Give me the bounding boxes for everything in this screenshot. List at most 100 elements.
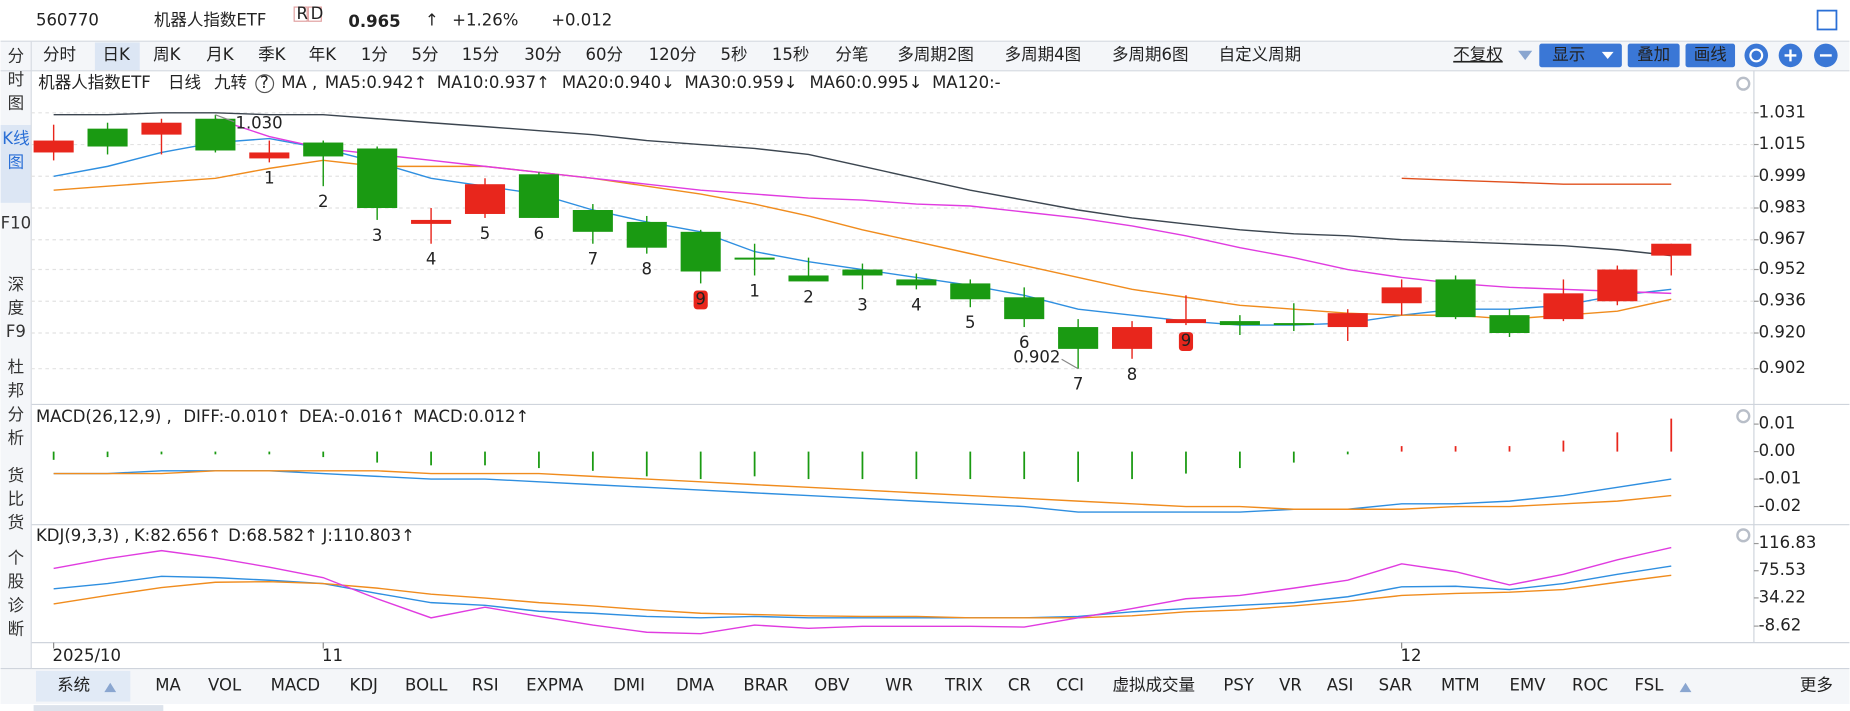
kdj-line <box>53 574 1672 619</box>
legend-item: MA20:0.940↓ <box>562 73 675 92</box>
candle-body <box>572 210 613 232</box>
td-label: 6 <box>534 224 545 243</box>
indicator-tab[interactable]: EMV <box>1510 676 1547 695</box>
legend-item: DIFF:-0.010↑ <box>183 407 291 426</box>
legend-item: MACD:0.012↑ <box>413 407 529 426</box>
settings-icon[interactable] <box>1736 528 1751 543</box>
indicator-tab[interactable]: DMI <box>613 676 645 695</box>
td-label: 3 <box>857 295 868 314</box>
period-tab[interactable]: 多周期2图 <box>897 45 974 64</box>
scrollbar[interactable] <box>33 705 164 711</box>
indicator-tab[interactable]: WR <box>885 676 913 695</box>
period-tab[interactable]: 季K <box>258 45 286 64</box>
period-tab[interactable]: 60分 <box>586 45 623 64</box>
settings-icon[interactable] <box>1736 409 1751 424</box>
candle-body <box>1327 313 1368 328</box>
y-tick-label: 0.902 <box>1759 358 1806 377</box>
legend-item: MACD(26,12,9) , <box>36 407 172 426</box>
collapse-icon[interactable] <box>1679 682 1692 693</box>
collapse-icon[interactable] <box>104 682 117 693</box>
indicator-tab[interactable]: VOL <box>208 676 242 695</box>
indicator-tab[interactable]: 虚拟成交量 <box>1112 676 1195 695</box>
high-label: 1.030 <box>235 114 282 133</box>
window-icon[interactable] <box>1816 9 1838 31</box>
ma-line <box>1401 177 1672 185</box>
period-tab[interactable]: 多周期4图 <box>1005 45 1081 64</box>
indicator-tab[interactable]: VR <box>1279 676 1302 695</box>
indicator-tab[interactable]: DMA <box>676 676 715 695</box>
indicator-tab[interactable]: MACD <box>271 676 320 695</box>
td-label: 4 <box>426 250 437 269</box>
sidebar-item[interactable]: 深度F9 <box>5 275 26 342</box>
td-label: 1 <box>264 168 274 187</box>
indicator-tab[interactable]: OBV <box>814 676 850 695</box>
period-tab[interactable]: 分时 <box>43 45 76 64</box>
indicator-tab[interactable]: MTM <box>1441 676 1480 695</box>
y-tick-label: 0.920 <box>1759 323 1806 342</box>
period-tab[interactable]: 15秒 <box>772 45 809 64</box>
legend-item: MA , <box>281 73 317 92</box>
indicator-tab[interactable]: CCI <box>1056 676 1084 695</box>
td-label: 2 <box>318 192 328 211</box>
indicator-tab[interactable]: 系统 <box>57 676 90 695</box>
indicator-tab[interactable]: SAR <box>1379 676 1413 695</box>
button[interactable] <box>1685 43 1736 68</box>
indicator-tab[interactable]: PSY <box>1223 676 1254 695</box>
sidebar-item[interactable]: K线图 <box>2 129 30 173</box>
period-tab[interactable]: 分笔 <box>835 45 868 64</box>
refresh-button[interactable] <box>1744 43 1769 68</box>
period-tab[interactable]: 日K <box>102 45 131 64</box>
tab-selected <box>35 670 131 702</box>
candle-body <box>1004 297 1045 320</box>
candle-body <box>464 184 506 214</box>
period-tab[interactable]: 30分 <box>524 45 562 64</box>
candle-body <box>896 279 937 286</box>
period-tab[interactable]: 周K <box>153 45 182 64</box>
candle-body <box>734 257 775 260</box>
indicator-tab[interactable]: TRIX <box>944 676 983 695</box>
td-label: 9 <box>1181 331 1192 350</box>
td-label: 1 <box>749 281 760 300</box>
indicator-tab[interactable]: CR <box>1008 676 1031 695</box>
indicator-tab[interactable]: RSI <box>472 676 499 695</box>
settings-icon[interactable] <box>1736 76 1751 91</box>
y-tick-label: 0.952 <box>1759 259 1806 278</box>
indicator-tab[interactable]: BRAR <box>743 676 788 695</box>
sidebar-item[interactable]: 货比货 <box>7 466 25 533</box>
period-tab[interactable]: 自定义周期 <box>1219 45 1302 64</box>
td-badge <box>1178 332 1194 352</box>
help-icon[interactable] <box>255 74 275 94</box>
indicator-tab[interactable]: ASI <box>1327 676 1354 695</box>
indicator-tab[interactable]: KDJ <box>350 676 378 695</box>
period-tab[interactable]: 120分 <box>649 45 697 64</box>
period-tab[interactable]: 5分 <box>412 45 439 64</box>
period-tab[interactable]: 年K <box>309 45 338 64</box>
dropdown-icon[interactable] <box>1518 50 1533 61</box>
indicator-tab[interactable]: FSL <box>1635 676 1665 695</box>
indicator-tab[interactable]: MA <box>155 676 181 695</box>
badge: D <box>311 4 324 23</box>
ma-line <box>53 112 1672 257</box>
sidebar-item[interactable]: 分时图 <box>7 47 25 114</box>
indicator-tab[interactable]: 更多 <box>1800 676 1833 695</box>
td-label: 7 <box>588 250 599 269</box>
adjust-toggle[interactable]: 不复权 <box>1453 45 1503 64</box>
indicator-tab[interactable]: BOLL <box>405 676 448 695</box>
period-tab[interactable]: 15分 <box>462 45 500 64</box>
period-tab[interactable]: 1分 <box>361 45 388 64</box>
button-label: 叠加 <box>1637 45 1670 64</box>
period-tab[interactable]: 多周期6图 <box>1112 45 1189 64</box>
period-tab[interactable]: 5秒 <box>720 45 747 64</box>
stock-name: 机器人指数ETF <box>154 11 266 30</box>
indicator-tab[interactable]: EXPMA <box>526 676 584 695</box>
indicator-tab[interactable]: ROC <box>1572 676 1608 695</box>
sidebar-item[interactable]: 杜邦分析 <box>7 358 25 449</box>
period-tab[interactable]: 月K <box>206 45 235 64</box>
sidebar-item[interactable]: 个股诊断 <box>7 549 25 640</box>
sidebar-item[interactable]: F10 <box>0 214 32 234</box>
y-tick-label: 75.53 <box>1759 560 1806 579</box>
button[interactable] <box>1539 43 1622 68</box>
button[interactable] <box>1627 43 1680 68</box>
